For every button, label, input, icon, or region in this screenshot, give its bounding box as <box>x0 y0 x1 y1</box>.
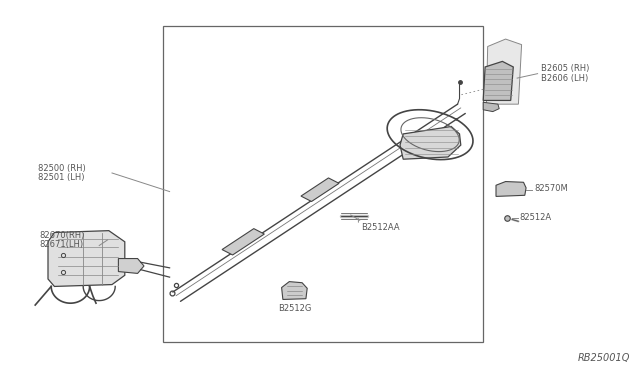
Polygon shape <box>400 126 461 159</box>
Bar <box>163 26 483 342</box>
Polygon shape <box>483 61 513 100</box>
Polygon shape <box>486 39 522 104</box>
Text: 82670(RH): 82670(RH) <box>40 231 85 240</box>
Text: 82671(LH): 82671(LH) <box>40 240 84 249</box>
Text: 82512A: 82512A <box>520 213 552 222</box>
Text: 82501 (LH): 82501 (LH) <box>38 173 85 182</box>
Text: B2606 (LH): B2606 (LH) <box>541 74 588 83</box>
Polygon shape <box>301 178 339 202</box>
Text: B2512AA: B2512AA <box>362 223 400 232</box>
Text: 82500 (RH): 82500 (RH) <box>38 164 86 173</box>
Text: B2605 (RH): B2605 (RH) <box>541 64 589 73</box>
Polygon shape <box>282 282 307 299</box>
Text: 82570M: 82570M <box>534 185 568 193</box>
Polygon shape <box>483 102 499 112</box>
Polygon shape <box>48 231 125 286</box>
Polygon shape <box>496 182 526 196</box>
Polygon shape <box>222 229 264 255</box>
Text: B2512G: B2512G <box>278 304 311 313</box>
Text: RB25001Q: RB25001Q <box>578 353 630 363</box>
Polygon shape <box>118 259 144 273</box>
